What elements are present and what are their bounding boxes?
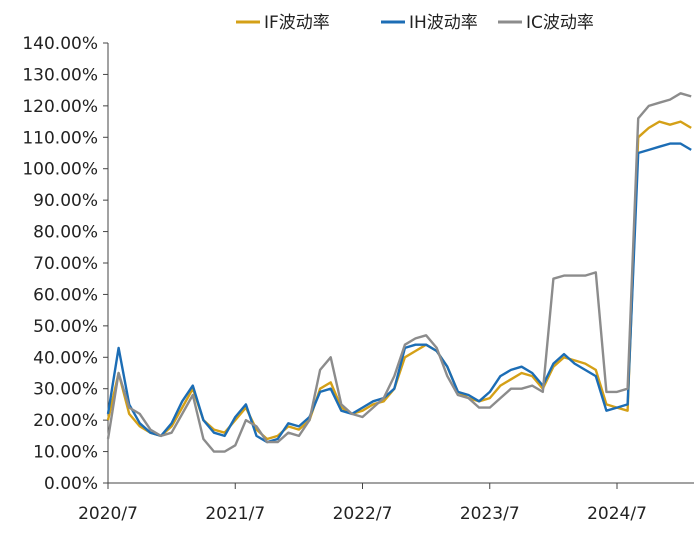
series-lines: [106, 92, 692, 453]
legend-label-0: IF波动率: [264, 13, 330, 33]
x-axis: 2020/7 2021/7 2022/7 2023/7 2024/7: [78, 482, 694, 524]
y-tick-label: 50.00%: [33, 317, 98, 337]
x-tick-label: 2020/7: [78, 504, 138, 524]
y-tick-label: 80.00%: [33, 223, 98, 243]
y-tick-label: 40.00%: [33, 348, 98, 368]
y-tick-label: 20.00%: [33, 411, 98, 431]
legend-label-1: IH波动率: [409, 13, 478, 33]
x-tick-label: 2022/7: [333, 504, 393, 524]
y-tick-label: 130.00%: [22, 65, 98, 85]
y-tick-label: 140.00%: [22, 34, 98, 54]
y-tick-label: 30.00%: [33, 380, 98, 400]
x-tick-label: 2021/7: [205, 504, 265, 524]
x-tick-label: 2024/7: [587, 504, 647, 524]
y-tick-label: 10.00%: [33, 443, 98, 463]
legend: IF波动率 IH波动率 IC波动率: [236, 13, 594, 33]
series-line-1: [106, 142, 692, 444]
y-tick-label: 0.00%: [44, 474, 98, 494]
y-tick-label: 100.00%: [22, 160, 98, 180]
x-tick-label: 2023/7: [460, 504, 520, 524]
y-tick-label: 70.00%: [33, 254, 98, 274]
legend-label-2: IC波动率: [526, 13, 594, 33]
y-tick-label: 90.00%: [33, 191, 98, 211]
y-axis: 140.00% 130.00% 120.00% 110.00% 100.00% 90.00…: [22, 34, 109, 494]
y-tick-label: 60.00%: [33, 285, 98, 305]
y-tick-label: 110.00%: [22, 128, 98, 148]
series-line-2: [106, 92, 692, 453]
y-tick-label: 120.00%: [22, 97, 98, 117]
